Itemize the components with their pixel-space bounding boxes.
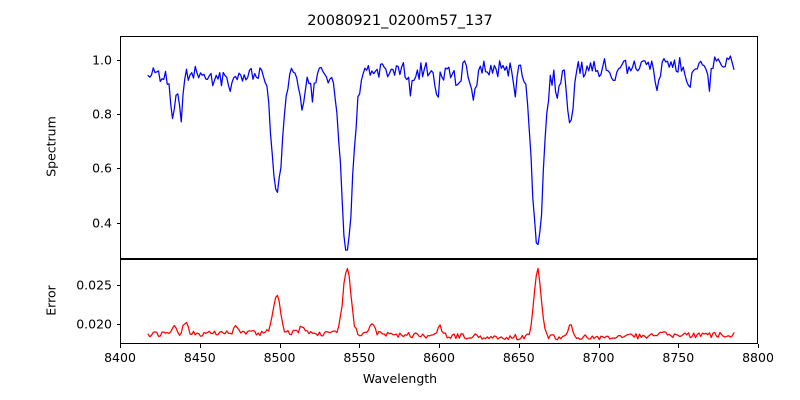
x-tick-mark	[359, 344, 361, 348]
spectrum-y-tick-mark	[116, 168, 120, 170]
x-tick-label: 8500	[263, 350, 296, 365]
x-tick-label: 8450	[183, 350, 216, 365]
x-tick-mark	[120, 344, 122, 348]
spectrum-y-tick-label: 0.4	[92, 215, 112, 230]
error-y-tick-mark	[116, 285, 120, 287]
spectrum-y-tick-label: 0.6	[92, 160, 112, 176]
x-tick-mark	[598, 344, 600, 348]
x-tick-label: 8700	[582, 350, 615, 365]
x-tick-mark	[439, 344, 441, 348]
x-tick-label: 8800	[742, 350, 774, 365]
x-tick-label: 8750	[662, 350, 695, 365]
x-tick-mark	[279, 344, 281, 348]
spectrum-y-tick-mark	[116, 222, 120, 224]
spectrum-y-tick-label: 0.8	[92, 106, 112, 122]
error-y-tick-mark	[116, 324, 120, 326]
x-tick-mark	[518, 344, 520, 348]
error-panel	[120, 259, 758, 344]
spectrum-y-tick-label: 1.0	[92, 52, 112, 68]
spectrum-panel	[120, 36, 758, 259]
y-axis-label-error: Error	[43, 284, 59, 316]
x-tick-label: 8400	[104, 350, 136, 365]
x-tick-label: 8550	[343, 350, 376, 365]
x-tick-mark	[678, 344, 680, 348]
x-tick-label: 8650	[502, 350, 535, 365]
figure-title: 20080921_0200m57_137	[307, 13, 493, 29]
x-tick-label: 8600	[423, 350, 455, 365]
x-tick-mark	[199, 344, 201, 348]
spectrum-y-tick-mark	[116, 60, 120, 62]
spectrum-plot-area	[121, 37, 757, 258]
x-axis-label: Wavelength	[362, 371, 438, 386]
spectrum-y-tick-mark	[116, 114, 120, 116]
y-axis-label-spectrum: Spectrum	[43, 115, 59, 177]
error-y-tick-label: 0.025	[76, 277, 112, 293]
error-plot-area	[121, 260, 757, 343]
error-y-tick-label: 0.020	[76, 316, 112, 332]
x-tick-mark	[758, 344, 760, 348]
